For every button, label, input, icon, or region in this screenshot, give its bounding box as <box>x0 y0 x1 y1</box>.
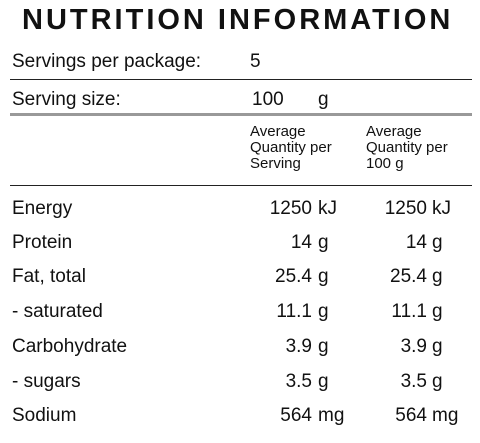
nutrient-name: Sodium <box>12 405 77 426</box>
nutrient-name: - sugars <box>12 371 81 392</box>
per100-value: 3.9 <box>400 336 427 357</box>
column-header-per-serving: Average Quantity per Serving <box>250 124 332 172</box>
column-header-line: Quantity per <box>366 139 448 156</box>
panel-title: NUTRITION INFORMATION <box>22 4 454 36</box>
serving-unit: g <box>318 371 329 392</box>
per100-value: 25.4 <box>390 266 427 287</box>
serving-unit: kJ <box>318 198 337 219</box>
column-header-line: Quantity per <box>250 139 332 156</box>
per100-value: 564 <box>395 405 427 426</box>
serving-value: 564 <box>280 405 312 426</box>
per100-unit: g <box>432 266 443 287</box>
per100-unit: mg <box>432 405 459 426</box>
serving-value: 3.5 <box>285 371 312 392</box>
serving-unit: mg <box>318 405 345 426</box>
servings-label: Servings per package: <box>12 51 202 72</box>
serving-unit: g <box>318 232 329 253</box>
per100-unit: g <box>432 232 443 253</box>
nutrient-name: Carbohydrate <box>12 336 128 357</box>
per100-unit: kJ <box>432 198 451 219</box>
per100-unit: g <box>432 301 443 322</box>
serving-size-label: Serving size: <box>12 89 121 110</box>
per100-value: 11.1 <box>391 301 427 322</box>
column-header-line: Average <box>250 123 306 140</box>
serving-value: 25.4 <box>275 266 312 287</box>
per100-unit: g <box>432 371 443 392</box>
nutrient-name: Fat, total <box>12 266 86 287</box>
serving-unit: g <box>318 301 329 322</box>
per100-value: 14 <box>405 232 427 253</box>
serving-value: 3.9 <box>285 336 312 357</box>
column-header-per-100g: Average Quantity per 100 g <box>366 124 448 172</box>
nutrient-name: - saturated <box>12 301 103 322</box>
column-header-line: 100 g <box>366 155 404 172</box>
serving-unit: g <box>318 266 329 287</box>
nutrient-name: Energy <box>12 198 73 219</box>
serving-value: 14 <box>290 232 312 253</box>
per100-value: 3.5 <box>400 371 427 392</box>
serving-unit: g <box>318 336 329 357</box>
serving-size-unit: g <box>318 89 329 110</box>
servings-value: 5 <box>250 51 261 72</box>
divider-header <box>10 185 472 186</box>
serving-value: 11.1 <box>276 301 312 322</box>
per100-value: 1250 <box>384 198 427 219</box>
nutrient-name: Protein <box>12 232 73 253</box>
column-header-line: Average <box>366 123 422 140</box>
divider-top <box>10 79 472 80</box>
divider-thick <box>10 113 472 116</box>
serving-size-value: 100 <box>252 89 284 110</box>
serving-value: 1250 <box>269 198 312 219</box>
per100-unit: g <box>432 336 443 357</box>
column-header-line: Serving <box>250 155 301 172</box>
